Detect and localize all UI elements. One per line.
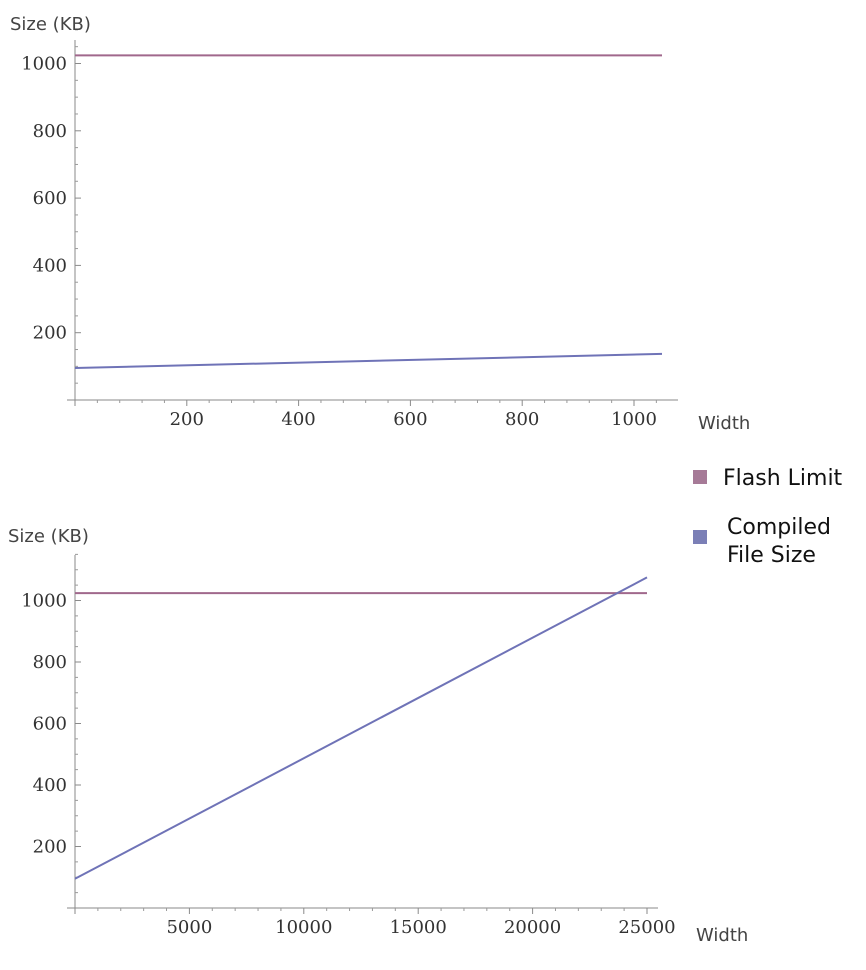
x-tick-label: 10000 [275,917,332,938]
y-tick-label: 1000 [21,54,67,75]
legend: Flash Limit Compiled File Size [693,466,843,568]
x-axis-title: Width [696,925,748,946]
y-tick-label: 400 [33,255,67,276]
y-axis-title: Size (KB) [8,526,89,547]
x-tick-label: 20000 [504,917,561,938]
legend-swatch-flash-limit [693,470,707,484]
legend-label-flash-limit: Flash Limit [723,466,843,491]
legend-label-line-1: Compiled [727,515,831,540]
x-tick-label: 600 [393,409,427,430]
y-tick-label: 400 [33,775,67,796]
chart-bottom: 5000 10000 15000 20000 25000 200 400 600 800 1000… [8,526,748,946]
series-line-compiled-file-size [74,576,648,880]
y-tick-label: 600 [33,188,67,209]
y-axis-title: Size (KB) [10,14,91,35]
legend-label-compiled-file-size: Compiled File Size [727,515,838,568]
y-tick-label: 800 [33,121,67,142]
legend-label-line-2: File Size [727,543,816,568]
x-tick-label: 400 [281,409,315,430]
x-tick-label: 15000 [390,917,447,938]
x-tick-label: 25000 [618,917,675,938]
x-tick-label: 200 [170,409,204,430]
x-tick-label: 5000 [166,917,212,938]
legend-swatch-compiled-file-size [693,530,707,544]
x-tick-label: 800 [505,409,539,430]
x-tick-label: 1000 [611,409,657,430]
y-tick-label: 200 [33,323,67,344]
chart-top: 200 400 600 800 1000 200 400 600 800 1000 Size (KB… [10,14,750,434]
y-tick-label: 800 [33,652,67,673]
y-tick-label: 600 [33,714,67,735]
y-tick-label: 200 [33,837,67,858]
series-line-compiled-file-size [74,352,663,369]
y-tick-label: 1000 [21,591,67,612]
x-axis-title: Width [698,413,750,434]
